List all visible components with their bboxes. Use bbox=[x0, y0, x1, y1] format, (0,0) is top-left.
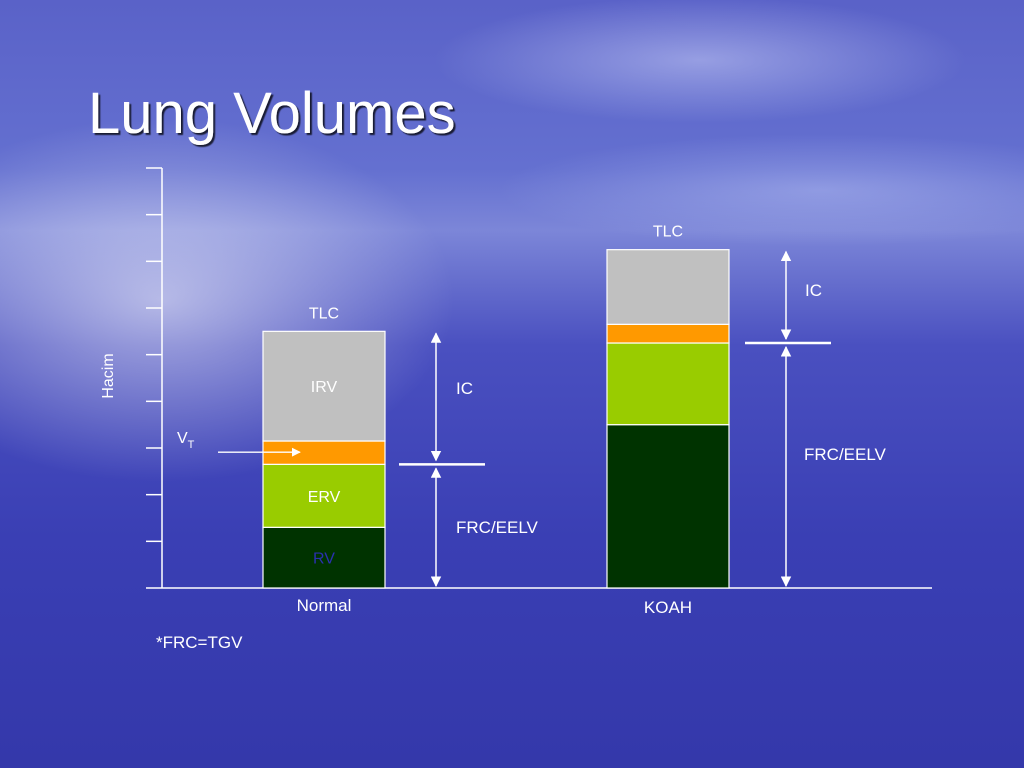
bar-segment-erv bbox=[262, 463, 386, 528]
bar-segment-rv bbox=[262, 526, 386, 589]
bar-segment-vt bbox=[606, 323, 730, 344]
x-tick-label: Normal bbox=[297, 596, 352, 615]
bar-segment-irv bbox=[262, 330, 386, 442]
footnote: *FRC=TGV bbox=[156, 633, 243, 652]
bar-segment-irv bbox=[606, 249, 730, 325]
ic-label: IC bbox=[805, 281, 822, 300]
x-tick-label: KOAH bbox=[644, 598, 692, 617]
frc-label: FRC/EELV bbox=[456, 518, 539, 537]
segment-label-irv: IRV bbox=[311, 379, 338, 396]
bar-top-label: TLC bbox=[653, 224, 683, 241]
bar-segment-rv bbox=[606, 424, 730, 589]
bar-segment-erv bbox=[606, 342, 730, 426]
bar-top-label: TLC bbox=[309, 305, 339, 322]
slide-title: Lung Volumes bbox=[88, 81, 456, 146]
segment-label-erv: ERV bbox=[308, 489, 341, 506]
ic-label: IC bbox=[456, 379, 473, 398]
frc-label: FRC/EELV bbox=[804, 445, 887, 464]
segment-label-rv: RV bbox=[313, 551, 335, 568]
vt-pointer-label: VT bbox=[177, 430, 195, 451]
y-axis-label: Hacim bbox=[100, 353, 117, 398]
